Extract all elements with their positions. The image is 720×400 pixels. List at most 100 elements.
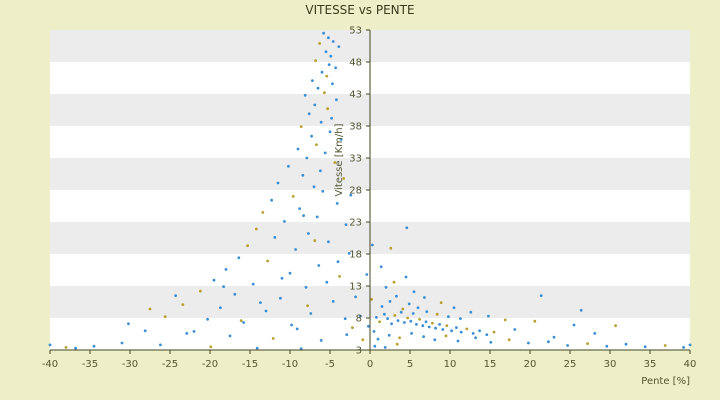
data-point [375,316,378,319]
data-point [126,322,130,326]
data-point [552,335,556,339]
data-point [345,333,349,336]
data-point [388,300,392,303]
x-tick-label: -35 [82,359,98,370]
data-point [503,318,507,322]
data-point [421,324,425,328]
y-tick-label: 23 [349,218,362,229]
data-point [386,317,389,320]
data-point [181,303,185,306]
data-point [148,307,152,311]
data-point [209,345,213,349]
data-point [288,271,292,275]
data-point [586,342,589,345]
data-point [335,202,339,205]
data-point [663,344,667,347]
x-tick-label: 10 [444,359,457,370]
data-point [343,317,347,320]
x-axis-title: Pente [%] [641,376,690,387]
data-point [487,314,490,318]
data-point [255,346,259,350]
data-point [323,91,326,95]
data-point [233,292,237,296]
data-point [318,42,321,45]
data-point [271,337,275,340]
data-point [383,346,387,349]
data-point [344,223,348,227]
data-point [456,339,460,343]
data-point [398,336,401,340]
y-tick-label: 53 [349,26,362,37]
data-point [410,332,413,335]
data-point [389,246,393,250]
y-tick-label: 33 [349,154,362,165]
data-point [242,321,246,324]
data-point [335,98,338,102]
x-tick-label: 20 [524,359,537,370]
data-point [378,320,381,324]
x-tick-label: 35 [644,359,657,370]
data-point [373,344,377,348]
data-point [403,321,406,324]
data-point [376,337,380,341]
data-point [455,326,458,329]
data-point [328,130,332,134]
data-point [422,335,425,338]
data-point [485,333,489,336]
x-tick-label: -25 [162,359,178,370]
data-point [513,328,517,331]
data-point [435,312,439,316]
data-point [174,294,178,297]
data-point [439,301,443,304]
data-point [438,323,441,326]
data-point [539,294,543,297]
data-point [434,326,437,330]
x-tick-label: 15 [484,359,497,370]
y-axis-title: Vitesse [Km/h] [334,123,345,196]
data-point [331,300,335,303]
data-point [228,334,232,338]
data-point [143,329,147,333]
data-point [302,214,305,218]
data-point [370,298,373,301]
data-point [405,226,409,230]
data-point [579,308,583,312]
data-point [326,107,329,111]
data-point [401,307,405,311]
data-point [336,260,340,264]
data-point [418,317,421,321]
data-point [367,324,370,328]
data-point [237,256,241,260]
data-point [383,312,386,316]
data-point [304,285,308,289]
data-point [320,70,324,74]
data-point [425,310,429,313]
data-point [159,343,162,347]
data-point [416,306,420,310]
data-point [342,177,345,180]
data-point [614,324,617,328]
data-point [313,239,317,243]
data-point [407,302,411,306]
data-point [365,273,369,276]
data-point [206,317,210,321]
x-tick-label: 25 [564,359,577,370]
y-tick-label: 43 [349,90,362,101]
data-point [688,343,692,347]
data-point [333,161,337,164]
data-point [395,294,398,298]
data-point [412,290,416,294]
data-point [507,338,511,342]
data-point [323,151,327,155]
data-point [399,310,403,314]
data-point [299,125,303,128]
data-point [298,207,301,211]
data-point [450,329,453,333]
data-points [48,31,692,351]
data-point [392,280,396,284]
data-point [307,232,310,235]
data-point [163,315,167,319]
data-point [276,181,280,185]
